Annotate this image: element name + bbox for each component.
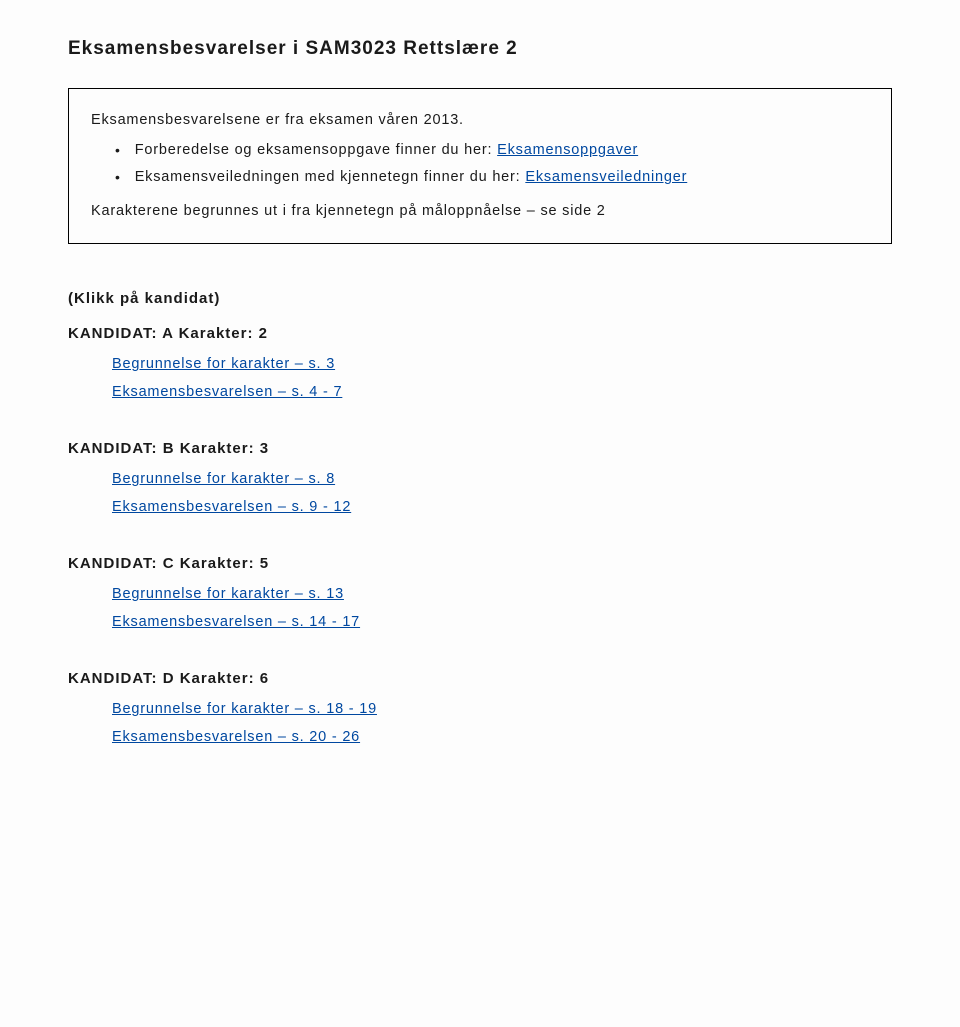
candidate-block-c: KANDIDAT: C Karakter: 5 Begrunnelse for … (68, 555, 892, 630)
candidate-heading: KANDIDAT: B Karakter: 3 (68, 440, 892, 457)
bullet-item-1: • Forberedelse og eksamensoppgave finner… (115, 137, 869, 165)
candidate-link-besvarelse[interactable]: Eksamensbesvarelsen – s. 9 - 12 (112, 499, 892, 515)
page-title: Eksamensbesvarelser i SAM3023 Rettslære … (68, 38, 892, 60)
candidate-block-d: KANDIDAT: D Karakter: 6 Begrunnelse for … (68, 670, 892, 745)
candidate-link-begrunnelse[interactable]: Begrunnelse for karakter – s. 3 (112, 356, 892, 372)
candidate-heading: KANDIDAT: A Karakter: 2 (68, 325, 892, 342)
candidate-heading: KANDIDAT: C Karakter: 5 (68, 555, 892, 572)
candidate-block-b: KANDIDAT: B Karakter: 3 Begrunnelse for … (68, 440, 892, 515)
candidate-link-besvarelse[interactable]: Eksamensbesvarelsen – s. 4 - 7 (112, 384, 892, 400)
bullet-icon: • (115, 137, 121, 164)
bullet-icon: • (115, 164, 121, 191)
candidate-link-begrunnelse[interactable]: Begrunnelse for karakter – s. 18 - 19 (112, 701, 892, 717)
candidate-heading: KANDIDAT: D Karakter: 6 (68, 670, 892, 687)
link-eksamensveiledninger[interactable]: Eksamensveiledninger (525, 169, 687, 185)
bullet-item-2: • Eksamensveiledningen med kjennetegn fi… (115, 164, 869, 192)
candidate-link-besvarelse[interactable]: Eksamensbesvarelsen – s. 14 - 17 (112, 614, 892, 630)
link-eksamensoppgaver[interactable]: Eksamensoppgaver (497, 142, 638, 158)
candidate-link-begrunnelse[interactable]: Begrunnelse for karakter – s. 13 (112, 586, 892, 602)
bullet2-prefix: Eksamensveiledningen med kjennetegn finn… (135, 169, 526, 185)
candidate-block-a: KANDIDAT: A Karakter: 2 Begrunnelse for … (68, 325, 892, 400)
info-footer: Karakterene begrunnes ut i fra kjenneteg… (91, 198, 869, 226)
info-intro: Eksamensbesvarelsene er fra eksamen våre… (91, 107, 869, 135)
bullet1-prefix: Forberedelse og eksamensoppgave finner d… (135, 142, 497, 158)
candidate-link-besvarelse[interactable]: Eksamensbesvarelsen – s. 20 - 26 (112, 729, 892, 745)
info-box: Eksamensbesvarelsene er fra eksamen våre… (68, 88, 892, 244)
click-note: (Klikk på kandidat) (68, 290, 892, 307)
candidate-link-begrunnelse[interactable]: Begrunnelse for karakter – s. 8 (112, 471, 892, 487)
